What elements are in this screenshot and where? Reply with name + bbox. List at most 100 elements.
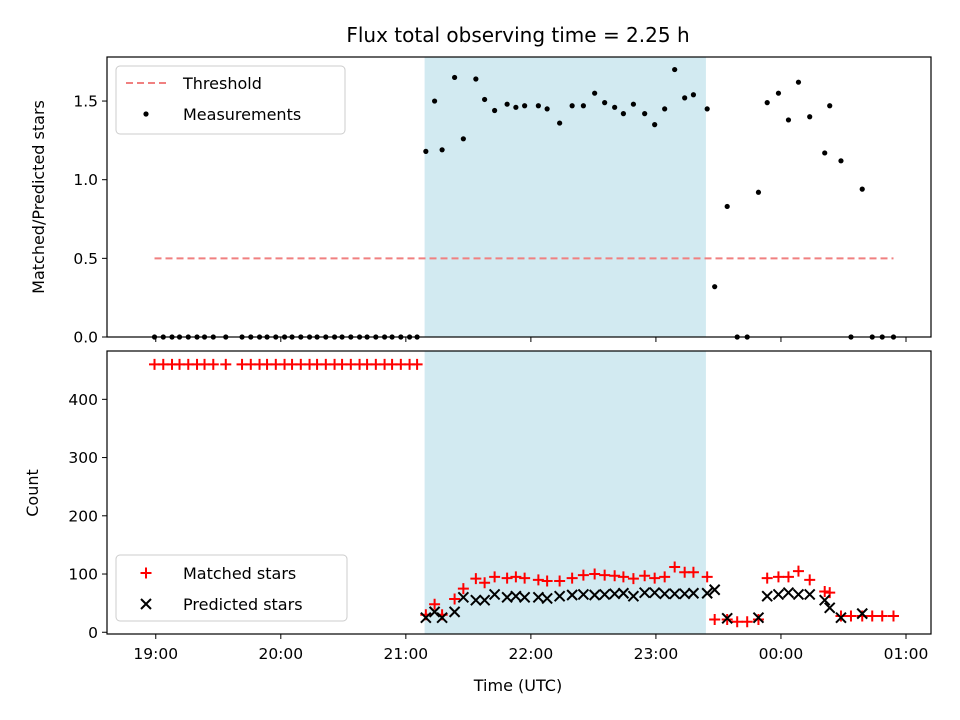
matched-star-point (731, 616, 743, 628)
matched-star-point (617, 571, 629, 583)
matched-star-point (804, 574, 816, 586)
predicted-star-point (488, 588, 501, 601)
measurement-point (460, 136, 466, 142)
measurement-point (807, 114, 813, 120)
legend-box (115, 554, 348, 622)
predicted-star-point (792, 588, 805, 601)
measurement-point (724, 203, 730, 210)
matched-star-point (577, 569, 589, 581)
matched-star-point (687, 566, 699, 578)
bottom-legend: Matched stars Predicted stars (115, 554, 348, 622)
predicted-star-point (436, 611, 448, 624)
measurement-point (838, 158, 844, 164)
measurement-point (544, 106, 550, 112)
predicted-star-point (678, 588, 691, 600)
predicted-star-point (819, 594, 831, 606)
bottom-y-tick-label: 300 (68, 449, 98, 467)
predicted-star-point (608, 588, 621, 600)
measurement-point (682, 95, 688, 101)
predicted-star-point (701, 587, 713, 599)
predicted-star-point (658, 588, 671, 600)
bottom-y-axis-label: Count (23, 469, 42, 517)
matched-star-point (876, 610, 888, 622)
predicted-star-point (541, 592, 553, 605)
predicted-star-point (824, 602, 836, 614)
predicted-star-point (856, 607, 868, 620)
bottom-y-tick-label: 200 (68, 507, 98, 525)
measurement-point (431, 98, 438, 104)
top-legend: Threshold Measurements (115, 65, 346, 135)
bottom-observing-window-span (424, 351, 706, 634)
matched-star-point (701, 571, 713, 583)
predicted-star-point (627, 590, 640, 602)
legend-predicted-label: Predicted stars (183, 595, 303, 614)
matched-star-point (519, 572, 531, 584)
matched-star-point (792, 565, 804, 577)
measurement-point (785, 117, 792, 123)
bottom-axes-frame (106, 350, 932, 635)
measurement-point (690, 92, 697, 98)
measurement-point (822, 150, 828, 156)
measurement-point (602, 100, 608, 106)
matched-star-point (220, 358, 232, 370)
matched-star-point (752, 613, 764, 625)
measurement-point (580, 103, 586, 109)
legend-predicted-swatch (140, 598, 152, 610)
matched-star-point (207, 358, 219, 370)
predicted-star-point (553, 590, 566, 602)
predicted-star-point (588, 589, 601, 601)
measurement-point (492, 107, 498, 114)
predicted-star-point (804, 588, 816, 601)
matched-star-point (835, 610, 847, 622)
measurement-point (712, 284, 718, 290)
predicted-star-point (566, 589, 578, 601)
matched-star-point (489, 571, 501, 583)
top-observing-window-span (424, 57, 706, 337)
measurement-point (522, 103, 528, 109)
predicted-star-point (457, 591, 470, 604)
legend-threshold-label: Threshold (182, 74, 262, 93)
matched-star-point (669, 561, 681, 573)
measurement-point (482, 96, 488, 103)
matched-star-point (479, 577, 491, 589)
x-tick-label: 22:00 (509, 645, 554, 663)
measurement-point (672, 66, 678, 73)
measurement-point (473, 76, 479, 82)
matched-star-point (429, 598, 441, 610)
measurement-point (612, 104, 618, 110)
measurement-point (764, 100, 770, 106)
x-tick-label: 00:00 (759, 645, 804, 663)
top-y-tick-label: 0.0 (73, 329, 98, 347)
predicted-star-point (761, 590, 773, 602)
predicted-star-point (478, 594, 491, 606)
measurement-point (592, 90, 598, 96)
matched-star-point (639, 570, 651, 582)
predicted-star-point (420, 611, 432, 624)
bottom-series-predicted-stars (420, 584, 868, 624)
legend-measurements-label: Measurements (183, 105, 301, 124)
matched-star-point (782, 571, 794, 583)
predicted-star-point (721, 612, 733, 624)
predicted-star-point (687, 587, 700, 599)
predicted-star-point (577, 588, 590, 601)
top-panel-ratio-plot: 0.0 0.5 1.0 1.5 Threshold Measurements (73, 56, 932, 347)
top-y-axis-label: Matched/Predicted stars (29, 100, 48, 294)
measurement-point (535, 103, 541, 109)
measurement-point (755, 189, 762, 195)
predicted-star-point (428, 606, 441, 618)
matched-star-point (532, 574, 544, 586)
predicted-star-point (668, 588, 681, 600)
predicted-star-point (518, 591, 531, 604)
matched-star-point (856, 610, 868, 622)
x-tick-label: 21:00 (384, 645, 429, 663)
matched-star-point (659, 571, 671, 583)
matched-star-point (649, 572, 661, 584)
matched-star-point (627, 573, 639, 585)
predicted-star-point (708, 584, 721, 596)
predicted-star-point (598, 588, 611, 601)
matched-star-point (449, 593, 461, 605)
measurement-point (452, 74, 458, 81)
matched-star-point (599, 569, 611, 581)
predicted-star-point (772, 588, 785, 601)
